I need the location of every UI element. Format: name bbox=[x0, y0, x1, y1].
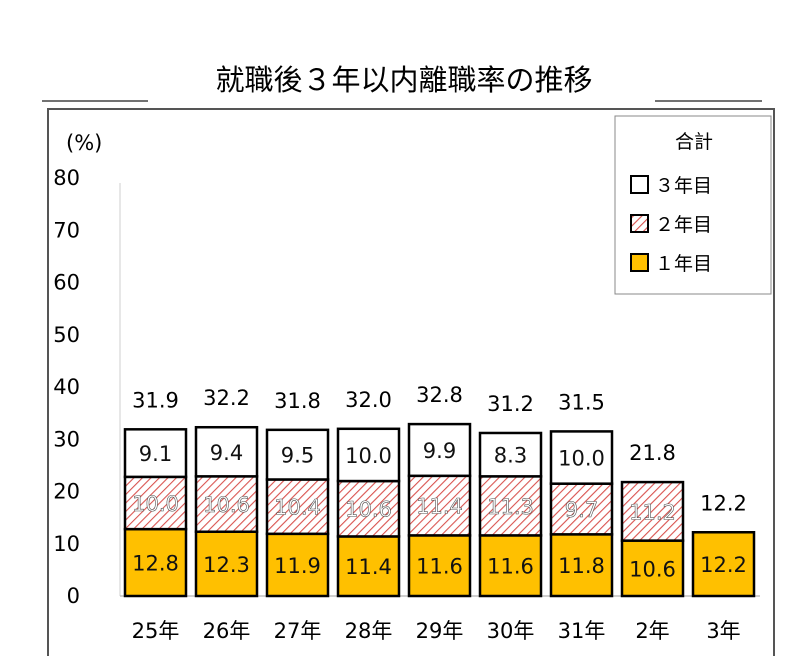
segment-label-year2: 11.3 bbox=[487, 495, 534, 519]
bar-segment-year3 bbox=[123, 428, 188, 479]
bar-segment-year2 bbox=[478, 475, 543, 537]
legend-swatch-year3 bbox=[630, 175, 649, 194]
plot-frame bbox=[47, 108, 775, 656]
segment-label-year1: 10.6 bbox=[629, 557, 676, 581]
legend: 合計 ３年目 ２年目 １年目 bbox=[614, 115, 772, 295]
segment-label-year3: 10.0 bbox=[345, 444, 392, 468]
bar-segment-year2 bbox=[549, 482, 614, 536]
legend-swatch-year1 bbox=[630, 253, 649, 272]
total-label: 31.8 bbox=[274, 389, 321, 413]
segment-label-year2: 9.7 bbox=[565, 498, 598, 522]
y-tick-label: 50 bbox=[53, 323, 80, 347]
y-axis-unit: (%) bbox=[66, 131, 102, 155]
segment-label-year1: 12.3 bbox=[203, 553, 250, 577]
segment-label-year2: 11.2 bbox=[629, 500, 676, 524]
bar-segment-year2 bbox=[265, 478, 330, 536]
total-label: 31.2 bbox=[487, 392, 534, 416]
legend-title: 合計 bbox=[675, 131, 713, 153]
chart-title: 就職後３年以内離職率の推移 bbox=[215, 63, 592, 97]
bar-segment-year3 bbox=[549, 430, 614, 485]
segment-label-year1: 11.6 bbox=[487, 555, 534, 579]
y-tick-label: 30 bbox=[53, 427, 80, 451]
legend-label-year3: ３年目 bbox=[655, 175, 712, 197]
x-tick-label: 26年 bbox=[203, 619, 251, 643]
segment-label-year1: 11.8 bbox=[558, 554, 605, 578]
y-tick-label: 40 bbox=[53, 375, 80, 399]
bar-segment-year2 bbox=[123, 475, 188, 531]
x-tick-label: 25年 bbox=[132, 619, 180, 643]
segment-label-year2: 10.6 bbox=[203, 493, 250, 517]
bar-segment-year1 bbox=[123, 527, 188, 598]
y-tick-label: 20 bbox=[53, 480, 80, 504]
bar-segment-year1 bbox=[478, 534, 543, 598]
bar-stacks: 12.8 10.0 9.1 31.9 12.3 10.6 9.4 32.2 11.9 10.4 9.… bbox=[123, 383, 756, 598]
segment-label-year3: 9.1 bbox=[139, 442, 172, 466]
x-tick-label: 27年 bbox=[274, 619, 322, 643]
legend-swatch-year2 bbox=[630, 214, 649, 233]
legend-label-year1: １年目 bbox=[655, 253, 712, 275]
x-tick-labels: 25年 26年 27年 28年 29年 30年 31年 2年 3年 bbox=[132, 619, 741, 643]
bar-segment-year3 bbox=[194, 425, 259, 478]
total-label: 31.9 bbox=[132, 388, 179, 412]
x-tick-label: 31年 bbox=[558, 619, 606, 643]
x-tick-label: 28年 bbox=[345, 619, 393, 643]
segment-label-year2: 10.0 bbox=[132, 492, 179, 516]
total-label: 32.2 bbox=[203, 386, 250, 410]
segment-label-year3: 9.5 bbox=[281, 444, 314, 468]
total-label: 32.0 bbox=[345, 388, 392, 412]
y-tick-label: 80 bbox=[53, 166, 80, 190]
segment-label-year2: 10.4 bbox=[274, 496, 321, 520]
segment-label-year2: 11.4 bbox=[416, 495, 463, 519]
bar-segment-year3 bbox=[478, 431, 543, 478]
y-tick-labels: 0 10 20 30 40 50 60 70 80 bbox=[53, 166, 80, 608]
y-tick-label: 10 bbox=[53, 532, 80, 556]
segment-label-year3: 8.3 bbox=[494, 444, 527, 468]
bar-segment-year1 bbox=[691, 531, 756, 598]
y-tick-label: 60 bbox=[53, 271, 80, 295]
bar-segment-year3 bbox=[407, 422, 472, 478]
segment-label-year1: 11.4 bbox=[345, 555, 392, 579]
bar-segment-year1 bbox=[336, 535, 401, 598]
bar-segment-year1 bbox=[549, 533, 614, 598]
x-tick-label: 29年 bbox=[416, 619, 464, 643]
legend-label-year2: ２年目 bbox=[655, 214, 712, 236]
bar-segment-year3 bbox=[336, 427, 401, 483]
segment-label-year3: 9.4 bbox=[210, 441, 243, 465]
y-tick-label: 70 bbox=[53, 218, 80, 242]
y-tick-label: 0 bbox=[67, 584, 80, 608]
total-label: 21.8 bbox=[629, 441, 676, 465]
segment-label-year2: 10.6 bbox=[345, 498, 392, 522]
bar-segment-year1 bbox=[407, 534, 472, 598]
segment-label-year3: 10.0 bbox=[558, 447, 605, 471]
x-tick-label: 3年 bbox=[706, 619, 740, 643]
bar-segment-year3 bbox=[265, 428, 330, 481]
segment-label-year1: 11.6 bbox=[416, 555, 463, 579]
x-tick-label: 2年 bbox=[635, 619, 669, 643]
segment-label-year1: 12.2 bbox=[700, 553, 747, 577]
bar-segment-year1 bbox=[620, 539, 685, 598]
x-tick-label: 30年 bbox=[487, 619, 535, 643]
total-label: 31.5 bbox=[558, 390, 605, 414]
bar-segment-year2 bbox=[407, 474, 472, 537]
segment-label-year1: 12.8 bbox=[132, 552, 179, 576]
bar-segment-year2 bbox=[620, 480, 685, 542]
segment-label-year3: 9.9 bbox=[423, 439, 456, 463]
total-label: 32.8 bbox=[416, 383, 463, 407]
total-label: 12.2 bbox=[700, 491, 747, 515]
segment-label-year1: 11.9 bbox=[274, 554, 321, 578]
